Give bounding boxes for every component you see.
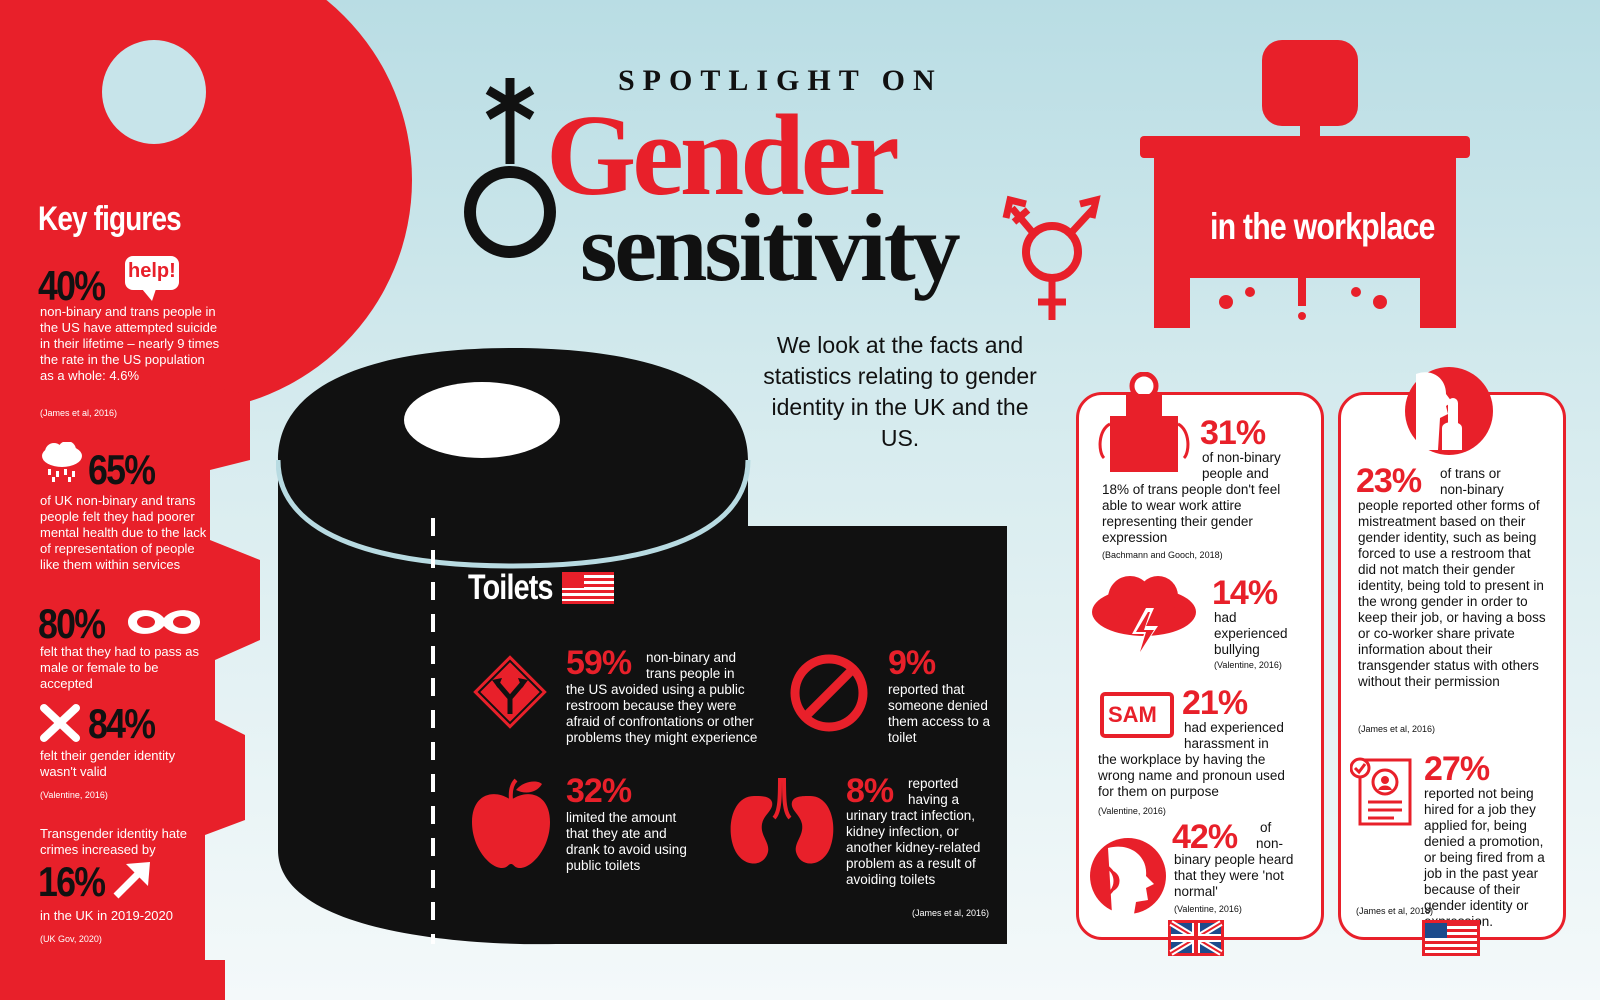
- uk-14-text: had experienced bullying: [1214, 610, 1288, 657]
- uk-42-value: 42%: [1172, 818, 1238, 856]
- us-27-source: (James et al, 2016): [1356, 906, 1434, 916]
- stat-65-text: of UK non-binary and trans people felt t…: [40, 493, 207, 572]
- uk-31-source: (Bachmann and Gooch, 2018): [1102, 550, 1223, 560]
- key-shape: [0, 0, 412, 1000]
- uk-42-source: (Valentine, 2016): [1174, 904, 1242, 914]
- rain-cloud-icon: [42, 442, 82, 482]
- key-figures-heading: Key figures: [38, 200, 182, 238]
- toilet-9-text: reported that someone denied them access…: [888, 682, 991, 745]
- desk-chair-icon: [1140, 40, 1470, 328]
- toilet-59-value: 59%: [566, 644, 632, 682]
- speaking-head-icon: [1090, 838, 1166, 914]
- name-tag-text: SAM: [1108, 702, 1157, 727]
- fork-road-sign-icon: [473, 655, 547, 729]
- us-23-source: (James et al, 2016): [1358, 724, 1436, 734]
- toilet-8-text-b: having a: [908, 792, 960, 807]
- name-tag-icon: [1100, 692, 1174, 738]
- asterisk-gender-symbol-icon: [464, 78, 556, 258]
- cross-icon: [40, 704, 80, 742]
- toilet-paper-roll-icon: [276, 348, 1007, 945]
- toilet-59-text-a: non-binary and: [646, 650, 737, 665]
- stat-40-text: non-binary and trans people in the US ha…: [40, 304, 220, 383]
- workplace-heading: in the workplace: [1210, 206, 1435, 247]
- stat-40-value: 40%: [38, 262, 106, 309]
- stat-40-source: (James et al, 2016): [40, 408, 118, 418]
- toilet-8-text-a: reported: [908, 776, 959, 791]
- title-gender: Gender: [546, 92, 900, 220]
- uk-31-text-a: of non-binary: [1202, 450, 1281, 465]
- stat-84-value: 84%: [88, 700, 156, 747]
- toilets-source: (James et al, 2016): [912, 908, 990, 918]
- stat-65-value: 65%: [88, 446, 156, 493]
- stat-16-text: in the UK in 2019-2020: [40, 908, 173, 923]
- uk-21-text: the workplace by having the wrong name a…: [1098, 752, 1285, 799]
- toilet-32-text: limited the amount that they ate and dra…: [566, 810, 687, 873]
- us-23-text-b: non-binary: [1440, 482, 1504, 497]
- uk-21-text-b: harassment in: [1184, 736, 1269, 751]
- resume-icon: [1350, 757, 1412, 826]
- kidneys-icon: [730, 777, 834, 864]
- spotlight-label: SPOTLIGHT ON: [618, 64, 943, 97]
- toilets-heading: Toilets: [468, 568, 553, 607]
- uk-31-text-b: people and: [1202, 466, 1269, 481]
- storm-cloud-icon: [1092, 576, 1196, 658]
- toilet-8-text: urinary tract infection, kidney infectio…: [846, 808, 981, 887]
- us-23-text-a: of trans or: [1440, 466, 1501, 481]
- stat-84-text: felt their gender identity wasn't valid: [40, 748, 176, 779]
- toilet-9-value: 9%: [888, 644, 936, 682]
- us-23-value: 23%: [1356, 462, 1422, 500]
- uk-21-value: 21%: [1182, 684, 1248, 722]
- shush-face-icon: [1405, 367, 1493, 455]
- stat-80-text: felt that they had to pass as male or fe…: [40, 644, 199, 691]
- uk-31-value: 31%: [1200, 414, 1266, 452]
- apple-icon: [472, 778, 550, 868]
- toilet-8-value: 8%: [846, 772, 894, 810]
- stat-84-source: (Valentine, 2016): [40, 790, 108, 800]
- us-flag-icon: [562, 572, 614, 604]
- us-flag-icon-small: [1422, 920, 1480, 956]
- us-workplace-card: [1338, 392, 1566, 940]
- us-27-text: reported not being hired for a job they …: [1424, 786, 1545, 929]
- toilet-59-text: the US avoided using a public restroom b…: [566, 682, 758, 745]
- apron-icon: [1098, 372, 1190, 472]
- uk-42-text: binary people heard that they were 'not …: [1174, 852, 1294, 899]
- mask-icon: [128, 610, 200, 634]
- title-sensitivity: sensitivity: [580, 194, 961, 301]
- uk-21-text-a: had experienced: [1184, 720, 1284, 735]
- help-badge-text: help!: [128, 260, 176, 282]
- arrow-up-right-icon: [113, 862, 150, 899]
- uk-31-text: 18% of trans people don't feel able to w…: [1102, 482, 1281, 545]
- uk-flag-icon: [1168, 920, 1224, 956]
- uk-42-text-a: of: [1260, 820, 1272, 835]
- transgender-symbol-icon: [1002, 195, 1101, 320]
- stat-16-source: (UK Gov, 2020): [40, 934, 102, 944]
- uk-42-text-b: non-: [1256, 836, 1284, 851]
- uk-14-source: (Valentine, 2016): [1214, 660, 1282, 670]
- speech-bubble-help-icon: [125, 256, 179, 301]
- toilet-32-value: 32%: [566, 772, 632, 810]
- stat-80-value: 80%: [38, 600, 106, 647]
- us-23-text: people reported other forms of mistreatm…: [1358, 498, 1546, 689]
- prohibited-icon: [790, 654, 868, 732]
- key-figures: Key figures 40% help! non-binary and tra…: [0, 0, 440, 1000]
- intro-text: We look at the facts and statistics rela…: [763, 332, 1037, 451]
- hate-crimes-pre: Transgender identity hate crimes increas…: [40, 826, 187, 857]
- uk-14-value: 14%: [1212, 574, 1278, 612]
- uk-21-source: (Valentine, 2016): [1098, 806, 1166, 816]
- toilet-59-text-b: trans people in: [646, 666, 735, 681]
- us-27-value: 27%: [1424, 750, 1490, 788]
- stat-16-value: 16%: [38, 858, 106, 905]
